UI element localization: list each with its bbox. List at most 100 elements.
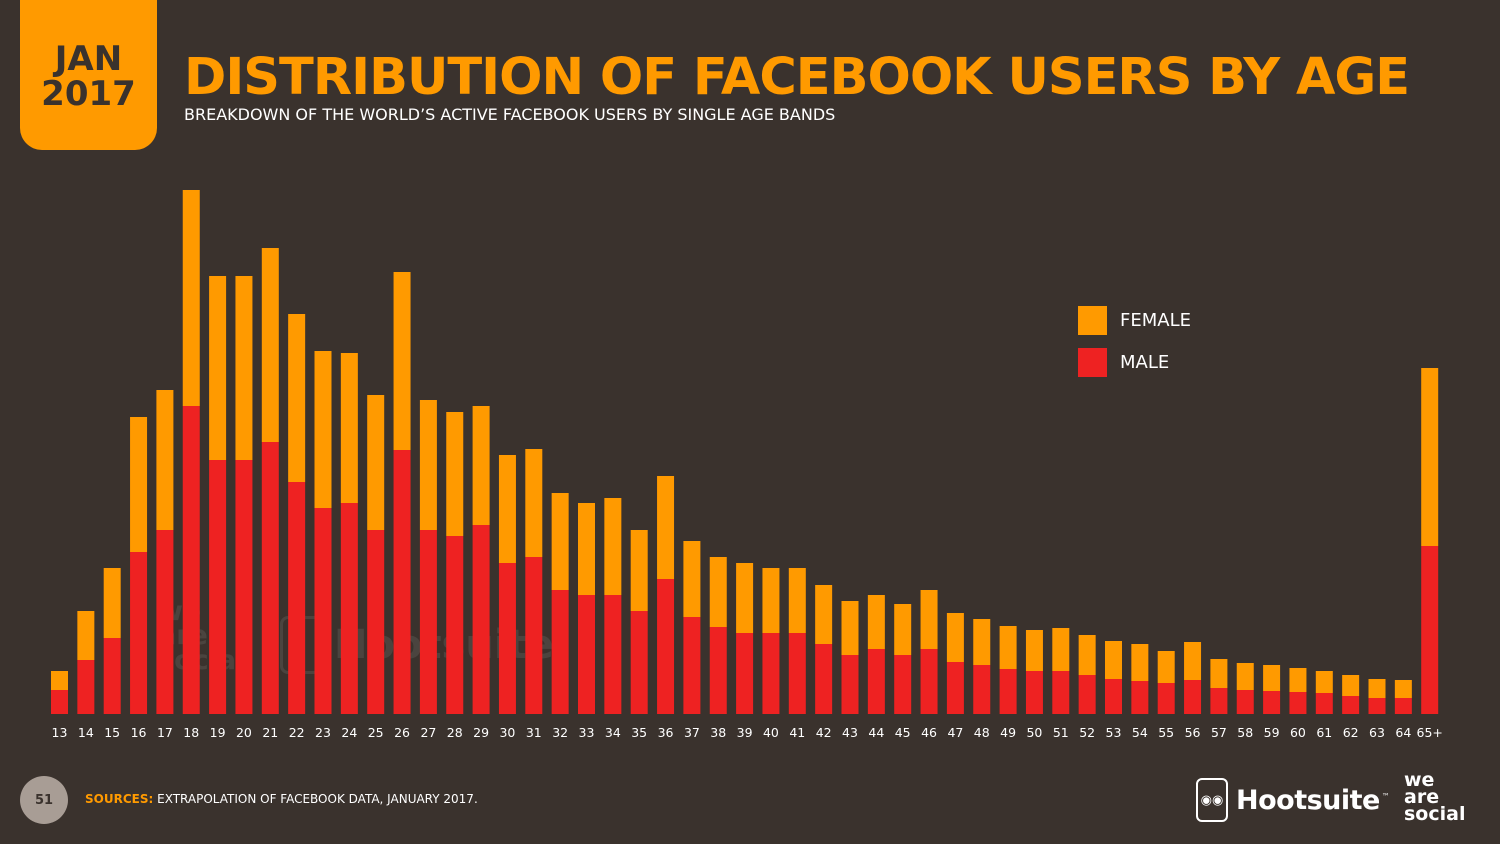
x-tick-58: 58	[1237, 725, 1253, 740]
bar-female-40	[762, 568, 780, 633]
date-badge-month: JAN	[54, 39, 123, 80]
x-tick-44: 44	[868, 725, 884, 740]
bar-female-62	[1342, 675, 1360, 696]
bar-male-50	[1025, 671, 1043, 714]
bar-female-50	[1025, 630, 1043, 671]
x-tick-61: 61	[1316, 725, 1332, 740]
bar-male-46	[920, 649, 938, 714]
x-tick-34: 34	[605, 725, 621, 740]
x-tick-37: 37	[684, 725, 700, 740]
sources-text: EXTRAPOLATION OF FACEBOOK DATA, JANUARY …	[157, 792, 478, 806]
x-tick-41: 41	[789, 725, 805, 740]
bar-female-25	[367, 395, 385, 530]
x-tick-54: 54	[1132, 725, 1148, 740]
bar-female-19	[209, 276, 227, 460]
x-tick-39: 39	[737, 725, 753, 740]
page-number: 51	[20, 776, 68, 824]
x-tick-21: 21	[262, 725, 278, 740]
bar-male-57	[1210, 688, 1228, 714]
x-tick-29: 29	[473, 725, 489, 740]
date-badge: JAN 2017	[20, 0, 157, 150]
bar-female-65+	[1421, 368, 1439, 546]
bar-female-21	[261, 248, 279, 442]
bar-female-64	[1394, 680, 1412, 698]
bar-female-36	[657, 476, 675, 579]
bar-female-48	[973, 619, 991, 665]
bar-female-39	[736, 563, 754, 633]
bars-group	[51, 190, 1439, 714]
bar-male-27	[419, 530, 437, 714]
bar-female-42	[815, 585, 833, 644]
bar-male-58	[1236, 690, 1254, 714]
bar-female-49	[999, 626, 1017, 669]
bar-male-23	[314, 508, 332, 714]
bar-male-20	[235, 460, 253, 714]
bar-female-24	[340, 353, 358, 503]
x-tick-27: 27	[420, 725, 436, 740]
bar-male-45	[894, 655, 912, 714]
x-tick-16: 16	[131, 725, 147, 740]
bar-female-46	[920, 590, 938, 649]
x-tick-45: 45	[895, 725, 911, 740]
x-tick-31: 31	[526, 725, 542, 740]
x-tick-59: 59	[1264, 725, 1280, 740]
bar-male-34	[604, 595, 622, 714]
bar-female-20	[235, 276, 253, 460]
legend: FEMALE MALE	[1078, 306, 1191, 377]
x-tick-13: 13	[52, 725, 68, 740]
bar-female-44	[867, 595, 885, 649]
x-tick-20: 20	[236, 725, 252, 740]
x-tick-56: 56	[1185, 725, 1201, 740]
bar-male-19	[209, 460, 227, 714]
bar-male-39	[736, 633, 754, 714]
legend-label-female: FEMALE	[1120, 310, 1191, 331]
x-tick-42: 42	[816, 725, 832, 740]
bar-female-15	[103, 568, 121, 638]
bar-female-45	[894, 604, 912, 655]
bar-male-25	[367, 530, 385, 714]
owl-icon: ◉◉	[1196, 778, 1228, 822]
bar-female-58	[1236, 663, 1254, 690]
bar-male-24	[340, 503, 358, 714]
x-tick-30: 30	[499, 725, 515, 740]
bar-male-65+	[1421, 546, 1439, 714]
x-tick-22: 22	[289, 725, 305, 740]
bar-female-41	[788, 568, 806, 633]
bar-male-21	[261, 442, 279, 714]
bar-male-64	[1394, 698, 1412, 714]
bar-male-40	[762, 633, 780, 714]
x-tick-46: 46	[921, 725, 937, 740]
x-tick-63: 63	[1369, 725, 1385, 740]
bar-male-62	[1342, 696, 1360, 714]
bar-male-16	[130, 552, 148, 714]
bar-female-38	[709, 557, 727, 627]
x-tick-52: 52	[1079, 725, 1095, 740]
bar-male-44	[867, 649, 885, 714]
bar-female-34	[604, 498, 622, 595]
x-tick-55: 55	[1158, 725, 1174, 740]
legend-label-male: MALE	[1120, 352, 1169, 373]
legend-swatch-male	[1078, 348, 1107, 377]
bar-female-30	[498, 455, 516, 563]
sources-label: SOURCES:	[85, 792, 154, 806]
x-tick-28: 28	[447, 725, 463, 740]
x-tick-62: 62	[1343, 725, 1359, 740]
bar-male-17	[156, 530, 174, 714]
bar-female-18	[182, 190, 200, 406]
bar-female-14	[77, 611, 95, 660]
x-tick-48: 48	[974, 725, 990, 740]
bar-male-59	[1263, 691, 1281, 714]
bar-female-53	[1105, 641, 1122, 679]
x-tick-24: 24	[341, 725, 357, 740]
bar-male-48	[973, 665, 991, 714]
bar-female-54	[1131, 644, 1149, 681]
bar-male-13	[51, 690, 68, 714]
bar-female-57	[1210, 659, 1228, 688]
x-tick-33: 33	[579, 725, 595, 740]
sources-note: SOURCES: EXTRAPOLATION OF FACEBOOK DATA,…	[85, 792, 478, 806]
bar-female-51	[1052, 628, 1070, 671]
bar-female-22	[288, 314, 306, 482]
date-badge-year: 2017	[41, 74, 136, 114]
x-tick-51: 51	[1053, 725, 1069, 740]
